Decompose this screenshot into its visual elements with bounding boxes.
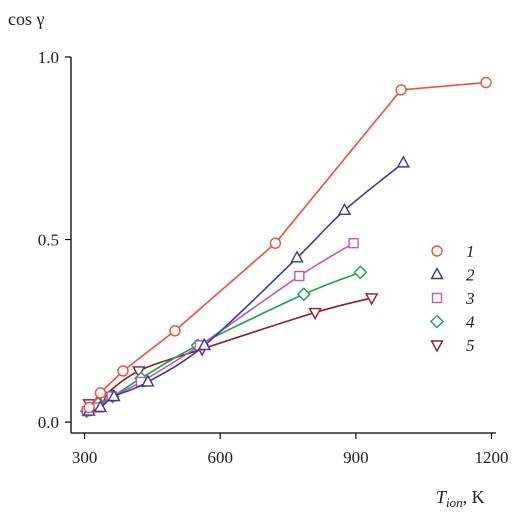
legend-item-4: 4 [430, 313, 475, 332]
legend-item-5: 5 [430, 336, 475, 355]
data-point [348, 237, 359, 249]
x-tick-label: 600 [207, 448, 233, 467]
legend-item-3: 3 [431, 289, 475, 308]
x-axis-title: Tion, K [436, 487, 485, 510]
series-line [88, 162, 404, 412]
data-point [169, 325, 181, 337]
data-point [197, 337, 212, 351]
legend-label: 4 [466, 313, 475, 332]
data-point [290, 250, 304, 263]
data-point [480, 76, 492, 89]
series-5 [82, 293, 379, 412]
data-point [117, 365, 129, 377]
ticks: 300 600 900 1200 0.0 0.5 1.0 [38, 48, 509, 467]
data-point [141, 374, 155, 387]
legend-marker [430, 267, 444, 280]
data-point [93, 399, 108, 413]
y-axis-title: cos γ [8, 9, 44, 29]
legend-marker [430, 314, 444, 329]
series-layer [79, 76, 492, 419]
data-point [364, 293, 379, 306]
x-tick-label: 900 [343, 448, 369, 467]
series-2 [82, 155, 410, 416]
legend-item-1: 1 [431, 242, 475, 261]
data-point [296, 287, 311, 302]
y-tick-label: 1.0 [38, 48, 59, 67]
data-point [308, 307, 322, 320]
data-point [269, 237, 282, 249]
series-line [86, 242, 354, 412]
legend-item-2: 2 [430, 266, 475, 285]
x-axis-title-main: T [436, 487, 448, 507]
series-1 [83, 76, 492, 414]
data-point [83, 401, 95, 414]
legend-label: 1 [466, 242, 475, 261]
y-tick-label: 0.5 [38, 231, 59, 250]
legend-label: 3 [465, 289, 475, 308]
data-point [107, 389, 121, 402]
y-tick-label: 0.0 [38, 413, 59, 432]
legend: 1 2 3 4 5 [430, 242, 475, 355]
data-point [94, 387, 107, 399]
legend-label: 2 [466, 266, 475, 285]
data-point [337, 202, 352, 216]
x-axis-title-unit: , K [463, 487, 485, 507]
legend-marker [431, 245, 443, 257]
x-tick-label: 300 [72, 448, 98, 467]
legend-label: 5 [466, 336, 475, 355]
axes [70, 57, 496, 434]
data-point [294, 270, 305, 282]
x-axis-title-sub: ion [446, 495, 463, 510]
data-point [396, 155, 410, 168]
x-tick-label: 1200 [474, 448, 508, 467]
data-point [395, 84, 407, 96]
legend-marker [430, 340, 444, 353]
series-line [88, 81, 487, 408]
data-point [353, 265, 368, 280]
legend-marker [431, 292, 443, 304]
